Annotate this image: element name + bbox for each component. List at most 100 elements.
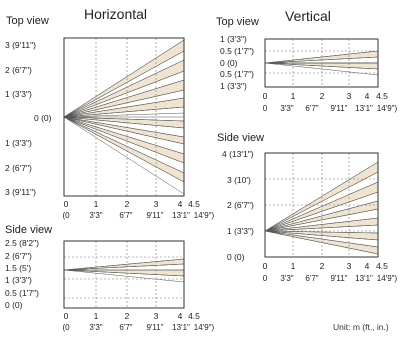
horizontal-title: Horizontal: [84, 6, 147, 22]
x-tick-label-ft: 13'1": [355, 274, 373, 283]
beam-edge: [264, 200, 379, 232]
x-tick-label-ft: 13'1": [172, 323, 190, 332]
x-tick-label: 1: [291, 261, 296, 271]
beam-edge: [63, 39, 185, 118]
vertical-title: Vertical: [285, 8, 331, 24]
x-tick-label: 3: [347, 261, 352, 271]
horizontal-side-view-x-axis-ft: (0 3'3" 6'7" 9'11" 13'1" 14'9"): [62, 323, 214, 332]
y-tick-label: 0 (0): [5, 300, 23, 310]
beam-edge: [264, 191, 379, 232]
x-tick-label-ft: 14'9"): [194, 211, 215, 220]
vertical-side-view-x-axis: 0 1 2 3 4 4.5: [263, 261, 389, 271]
y-tick-label: 1 (3'3"): [220, 34, 247, 44]
vertical-top-view-label: Top view: [216, 16, 259, 28]
x-tick-label-ft: 14'9"): [194, 323, 215, 332]
beam-edge: [63, 258, 185, 271]
beam-edge: [63, 112, 185, 118]
beam-edge: [264, 230, 379, 234]
horizontal-top-view-plot: [63, 37, 185, 197]
x-tick-label: 0: [263, 91, 268, 101]
y-tick-label: 0 (0): [34, 113, 52, 123]
horizontal-side-view-label: Side view: [5, 224, 52, 236]
vertical-side-view-plot: [264, 152, 379, 258]
x-tick-label: 0: [64, 199, 69, 209]
beam-edge: [264, 161, 379, 232]
beam-edge: [264, 181, 379, 232]
beam-edge: [264, 217, 379, 232]
beam-edge: [63, 106, 185, 118]
x-tick-label-ft: 3'3": [89, 211, 102, 220]
beam-edge: [264, 230, 379, 241]
y-tick-label: 1 (3'3"): [220, 81, 247, 91]
beam-edge: [264, 62, 379, 70]
x-tick-label-ft: 6'7": [305, 104, 318, 113]
x-tick-label: 2: [320, 261, 325, 271]
x-tick-label-ft: 3'3": [280, 104, 293, 113]
beam-edge: [63, 116, 185, 138]
x-tick-label-ft: 9'11": [146, 323, 163, 332]
x-tick-label: 1: [94, 199, 99, 209]
x-tick-label: 4.5: [188, 199, 200, 209]
beam-edge: [63, 116, 185, 174]
horizontal-top-view-beams: [63, 39, 185, 195]
x-tick-label: 0: [64, 311, 69, 321]
beam-edge: [264, 56, 379, 64]
vertical-side-view-beams: [264, 161, 379, 255]
x-tick-label-ft: (0: [62, 323, 70, 332]
horizontal-side-view-x-axis: 0 1 2 3 4 4.5: [64, 311, 201, 321]
x-tick-label-ft: 14'9"): [377, 274, 398, 283]
x-tick-label: 4.5: [376, 91, 388, 101]
x-tick-label: 3: [154, 311, 159, 321]
beam-edge: [63, 116, 185, 164]
unit-note: Unit: m (ft., in.): [333, 322, 389, 332]
vertical-side-view-y-axis: 4 (13'1") 3 (10') 2 (6'7") 1 (3'3") 0 (0…: [222, 149, 254, 262]
beam-edge: [63, 269, 185, 283]
y-tick-label: 4 (13'1"): [222, 149, 254, 159]
vertical-top-view-x-axis-ft: 0 3'3" 6'7" 9'11" 13'1" 14'9"): [263, 104, 398, 113]
beam-edge: [264, 171, 379, 232]
beam-edge: [63, 50, 185, 118]
x-tick-label-ft: 13'1": [355, 104, 373, 113]
vertical-top-view-plot: [264, 38, 379, 88]
x-tick-label: 3: [347, 91, 352, 101]
x-tick-label-ft: 9'11": [330, 104, 347, 113]
y-tick-label: 3 (9'11"): [5, 40, 36, 50]
beam-edge: [63, 97, 185, 118]
x-tick-label-ft: (0: [62, 211, 70, 220]
x-tick-label: 1: [94, 311, 99, 321]
horizontal-top-view-x-axis-ft: (0 3'3" 6'7" 9'11" 13'1" 14'9"): [62, 211, 214, 220]
x-tick-label-ft: 6'7": [305, 274, 318, 283]
x-tick-label-ft: 6'7": [119, 211, 132, 220]
horizontal-top-view-y-axis: 3 (9'11") 2 (6'7") 1 (3'3") 0 (0) 1 (3'3…: [5, 40, 52, 197]
y-tick-label: 0.5 (1'7"): [220, 69, 254, 79]
x-tick-label: 1: [291, 91, 296, 101]
y-tick-label: 0.5 (1'7"): [220, 46, 254, 56]
horizontal-side-view-frame: [63, 240, 185, 309]
horizontal-side-view-y-axis: 2.5 (8'2") 2 (6'7") 1.5 (5') 1 (3'3") 0.…: [5, 238, 39, 310]
x-tick-label-ft: 13'1": [172, 211, 190, 220]
x-tick-label: 4.5: [376, 261, 388, 271]
x-tick-label-ft: 0: [263, 274, 268, 283]
x-tick-label-ft: 6'7": [119, 323, 132, 332]
x-tick-label-ft: 9'11": [146, 211, 163, 220]
beam-edge: [63, 116, 185, 145]
y-tick-label: 1 (3'3"): [5, 89, 32, 99]
x-tick-label: 4: [365, 261, 370, 271]
y-tick-label: 2 (6'7"): [227, 200, 254, 210]
horizontal-side-view-plot: [63, 240, 185, 309]
x-tick-label: 4: [365, 91, 370, 101]
vertical-side-view-frame: [264, 152, 379, 258]
beam-edge: [264, 50, 379, 64]
y-tick-label: 2 (6'7"): [5, 163, 32, 173]
y-tick-label: 2.5 (8'2"): [5, 238, 39, 248]
vertical-side-view-label: Side view: [217, 132, 264, 144]
y-tick-label: 2 (6'7"): [5, 251, 32, 261]
beam-edge: [63, 79, 185, 118]
beam-edge: [63, 269, 185, 277]
horizontal-top-view-label: Top view: [6, 15, 49, 27]
y-tick-label: 0.5 (1'7"): [5, 288, 39, 298]
y-tick-label: 3 (9'11"): [5, 187, 36, 197]
beam-edge: [63, 89, 185, 118]
horizontal-top-view-x-axis: 0 1 2 3 4 4.5: [64, 199, 201, 209]
